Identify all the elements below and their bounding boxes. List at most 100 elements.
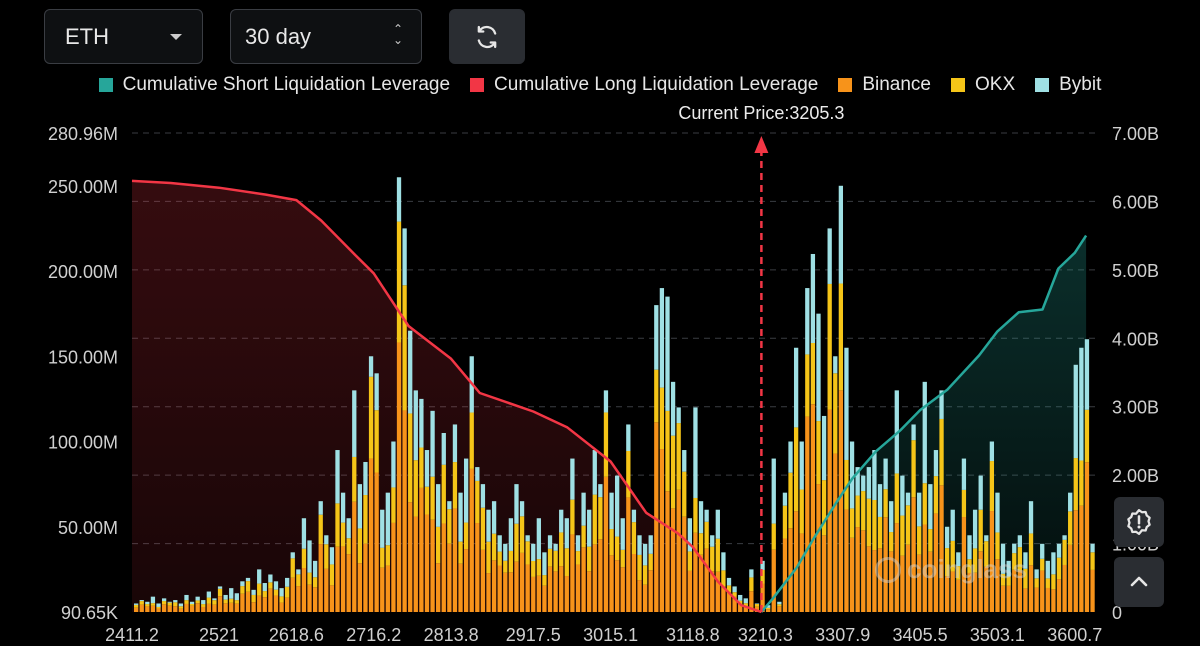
bar-segment-bybit <box>245 577 251 582</box>
bar-segment-okx <box>547 548 553 567</box>
bar-segment-binance <box>340 546 346 612</box>
bar-segment-bybit <box>816 313 821 422</box>
bar-segment-bybit <box>463 458 469 523</box>
alert-badge-icon <box>1127 509 1151 535</box>
bar-segment-binance <box>956 579 961 612</box>
bar-segment-binance <box>766 609 771 612</box>
bar-segment-bybit <box>156 603 161 607</box>
bar-segment-bybit <box>984 535 989 542</box>
bar-segment-okx <box>285 586 290 598</box>
bar-segment-binance <box>788 528 793 612</box>
bar-segment-okx <box>911 440 916 498</box>
bar-segment-okx <box>592 494 597 545</box>
bar-segment-binance <box>296 586 301 612</box>
bar-segment-bybit <box>167 601 172 603</box>
bar-segment-okx <box>810 342 816 405</box>
bar-segment-okx <box>620 549 625 568</box>
legend-swatch-binance <box>838 78 853 92</box>
bar-segment-okx <box>1023 568 1028 589</box>
bar-segment-binance <box>793 511 799 612</box>
bar-segment-bybit <box>726 577 732 586</box>
bar-segment-binance <box>659 449 665 612</box>
bar-segment-binance <box>967 572 972 612</box>
legend-item-okx[interactable]: OKX <box>951 74 1015 96</box>
bar-segment-okx <box>754 604 760 607</box>
legend-label-binance: Binance <box>862 74 931 95</box>
bar-segment-bybit <box>575 535 581 552</box>
bar-segment-okx <box>335 503 340 547</box>
coin-select[interactable]: ETH <box>44 9 203 64</box>
bar-segment-bybit <box>944 526 950 549</box>
bar-segment-bybit <box>1051 552 1056 575</box>
bar-segment-bybit <box>1062 535 1067 540</box>
legend-item-short[interactable]: Cumulative Short Liquidation Leverage <box>98 74 450 96</box>
bar-segment-bybit <box>268 574 273 583</box>
bar-segment-okx <box>301 548 307 568</box>
bar-segment-binance <box>536 575 541 612</box>
bar-segment-bybit <box>475 467 480 481</box>
bar-segment-binance <box>447 543 452 612</box>
bar-segment-binance <box>1073 510 1078 612</box>
bar-segment-binance <box>777 606 782 612</box>
bar-segment-binance <box>212 604 217 612</box>
bar-segment-bybit <box>391 441 396 488</box>
bar-segment-binance <box>698 554 704 612</box>
bar-segment-okx <box>654 369 659 423</box>
bar-segment-okx <box>458 541 463 564</box>
bar-segment-okx <box>357 528 363 564</box>
legend-item-binance[interactable]: Binance <box>838 74 931 96</box>
bar-segment-okx <box>788 472 793 529</box>
bar-segment-bybit <box>777 601 782 605</box>
x-tick-label: 3405.5 <box>893 625 948 645</box>
legend-item-long[interactable]: Cumulative Long Liquidation Leverage <box>470 74 818 96</box>
bar-segment-binance <box>631 554 637 612</box>
bar-segment-binance <box>257 595 262 612</box>
bar-segment-binance <box>262 597 267 612</box>
bar-segment-binance <box>436 563 441 612</box>
bar-segment-okx <box>743 603 748 607</box>
bar-segment-binance <box>581 547 586 612</box>
bar-segment-okx <box>844 459 849 510</box>
bar-segment-okx <box>581 525 586 548</box>
bar-segment-okx <box>670 435 676 509</box>
bar-segment-okx <box>1084 409 1090 463</box>
bar-segment-okx <box>693 497 698 533</box>
alert-button[interactable] <box>1114 497 1164 547</box>
bar-segment-okx <box>1068 511 1073 545</box>
bar-segment-okx <box>637 554 642 581</box>
bar-segment-okx <box>519 516 525 553</box>
bar-segment-bybit <box>1084 339 1090 410</box>
bar-segment-binance <box>430 519 435 612</box>
bar-segment-bybit <box>754 603 760 605</box>
bar-segment-bybit <box>1045 560 1050 579</box>
bar-segment-bybit <box>542 552 547 576</box>
bar-segment-bybit <box>161 598 167 602</box>
y-right-tick-label: 5.00B <box>1112 261 1159 281</box>
bar-segment-binance <box>312 587 318 612</box>
bar-segment-bybit <box>184 594 189 601</box>
legend-item-bybit[interactable]: Bybit <box>1035 74 1101 96</box>
refresh-button[interactable] <box>449 9 525 64</box>
range-select[interactable]: 30 day ⌃ ⌄ <box>230 9 422 64</box>
bar-segment-okx <box>419 447 424 488</box>
bar-segment-bybit <box>178 603 184 607</box>
bar-segment-okx <box>441 464 446 524</box>
bar-segment-binance <box>782 538 788 612</box>
bar-segment-okx <box>385 545 390 566</box>
bar-segment-binance <box>223 603 228 612</box>
bar-segment-binance <box>469 468 474 612</box>
bar-segment-okx <box>777 604 782 607</box>
bar-segment-bybit <box>1079 347 1084 461</box>
bar-segment-binance <box>357 563 363 612</box>
scroll-top-button[interactable] <box>1114 557 1164 607</box>
bar-segment-bybit <box>503 543 508 561</box>
bar-segment-okx <box>536 559 541 576</box>
bar-segment-binance <box>525 564 530 612</box>
bar-segment-bybit <box>721 552 726 571</box>
y-left-tick-label: 50.00M <box>58 518 118 538</box>
bar-segment-okx <box>195 600 200 604</box>
bar-segment-bybit <box>318 501 323 515</box>
bar-segment-bybit <box>352 390 357 457</box>
bar-segment-okx <box>368 376 374 459</box>
bar-segment-binance <box>961 517 967 612</box>
